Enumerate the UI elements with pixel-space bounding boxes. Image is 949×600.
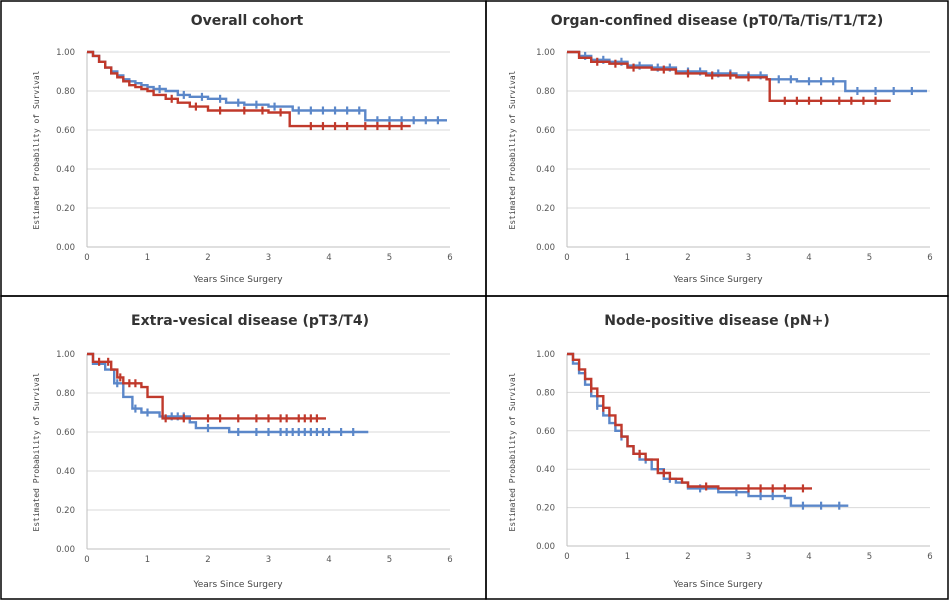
panel-border-node-positive	[485, 295, 949, 600]
x-tick-label: 6	[447, 555, 452, 565]
km-curve-red	[567, 352, 812, 490]
y-tick-label: 1.00	[56, 350, 75, 360]
x-tick-label: 4	[326, 253, 331, 263]
x-tick-label: 3	[266, 555, 271, 565]
km-curve-blue	[87, 352, 369, 434]
x-tick-label: 4	[806, 552, 811, 562]
y-tick-label: 1.00	[536, 48, 555, 58]
x-tick-label: 1	[625, 253, 630, 263]
y-tick-label: 0.40	[56, 165, 75, 175]
y-axis-label: Estimated Probability of Survival	[32, 70, 41, 229]
km-curve-red	[87, 50, 411, 128]
panel-extra-vesical: Extra-vesical disease (pT3/T4) 0.000.200…	[32, 313, 453, 590]
panel-title: Node-positive disease (pN+)	[604, 313, 829, 329]
panel-overall-cohort: Overall cohort 0.000.200.400.600.801.000…	[32, 13, 453, 285]
panel-title: Organ-confined disease (pT0/Ta/Tis/T1/T2…	[551, 13, 884, 29]
x-tick-label: 6	[447, 253, 452, 263]
x-tick-label: 0	[84, 555, 89, 565]
y-tick-label: 1.00	[536, 350, 555, 360]
x-tick-label: 2	[685, 253, 690, 263]
y-tick-label: 0.00	[56, 545, 75, 555]
y-tick-label: 0.60	[536, 427, 555, 437]
x-tick-label: 2	[205, 555, 210, 565]
x-tick-label: 2	[685, 552, 690, 562]
y-tick-label: 0.80	[536, 87, 555, 97]
x-tick-label: 2	[205, 253, 210, 263]
x-tick-label: 3	[266, 253, 271, 263]
x-tick-label: 5	[387, 555, 392, 565]
x-tick-label: 3	[746, 552, 751, 562]
y-tick-label: 0.20	[56, 204, 75, 214]
y-tick-label: 0.20	[56, 506, 75, 516]
plot-area: 0.00 0.20 0.40 0.60 0.80 1.00 0 1 2 3 4 5 6	[56, 350, 453, 565]
y-tick-label: 0.40	[536, 465, 555, 475]
km-curve-red	[87, 352, 326, 420]
x-tick-label: 5	[387, 253, 392, 263]
x-tick-label: 0	[564, 253, 569, 263]
x-tick-label: 0	[564, 552, 569, 562]
km-curve-blue	[567, 352, 849, 507]
x-axis-label: Years Since Surgery	[192, 580, 283, 590]
panel-organ-confined: Organ-confined disease (pT0/Ta/Tis/T1/T2…	[508, 13, 933, 285]
y-tick-label: 0.00	[536, 243, 555, 253]
x-tick-label: 1	[145, 253, 150, 263]
panel-title: Overall cohort	[191, 13, 304, 29]
y-tick-label: 0.40	[56, 467, 75, 477]
x-axis-label: Years Since Surgery	[672, 580, 763, 590]
y-axis-label: Estimated Probability of Survival	[508, 372, 517, 531]
x-tick-label: 3	[746, 253, 751, 263]
x-tick-label: 0	[84, 253, 89, 263]
y-tick-label: 0.60	[536, 126, 555, 136]
y-tick-label: 0.80	[536, 388, 555, 398]
x-axis-label: Years Since Surgery	[672, 275, 763, 285]
y-tick-label: 0.20	[536, 504, 555, 514]
panel-node-positive: Node-positive disease (pN+) 0.00 0.20 0.40…	[508, 313, 933, 590]
x-tick-label: 6	[927, 552, 932, 562]
panel-title: Extra-vesical disease (pT3/T4)	[131, 313, 369, 329]
x-tick-label: 1	[625, 552, 630, 562]
km-curve-red	[567, 50, 891, 102]
x-tick-label: 6	[927, 253, 932, 263]
y-axis-label: Estimated Probability of Survival	[508, 70, 517, 229]
y-tick-label: 1.00	[56, 48, 75, 58]
y-tick-label: 0.20	[536, 204, 555, 214]
y-tick-label: 0.80	[56, 87, 75, 97]
panel-border-organ-confined	[485, 0, 949, 297]
x-tick-label: 1	[145, 555, 150, 565]
x-tick-label: 5	[867, 552, 872, 562]
y-tick-label: 0.00	[536, 542, 555, 552]
plot-area: 0.00 0.20 0.40 0.60 0.80 1.00 0 1 2 3 4 5 6	[536, 350, 933, 562]
y-tick-label: 0.00	[56, 243, 75, 253]
x-tick-label: 5	[867, 253, 872, 263]
y-tick-label: 0.60	[56, 126, 75, 136]
y-tick-label: 0.80	[56, 389, 75, 399]
y-axis-label: Estimated Probability of Survival	[32, 372, 41, 531]
plot-area: 0.00 0.20 0.40 0.60 0.80 1.00 0 1 2 3 4 5 6	[536, 48, 933, 263]
x-tick-label: 4	[326, 555, 331, 565]
plot-area: 0.00 0.20 0.40 0.60 0.80 1.00 0 1 2 3 4 5 6	[56, 48, 453, 263]
y-tick-label: 0.40	[536, 165, 555, 175]
y-tick-label: 0.60	[56, 428, 75, 438]
x-tick-label: 4	[806, 253, 811, 263]
x-axis-label: Years Since Surgery	[192, 275, 283, 285]
